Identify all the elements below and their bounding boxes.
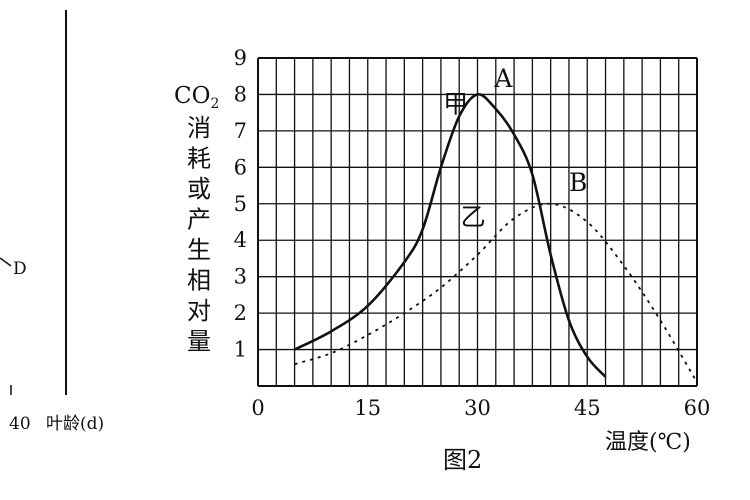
series	[294, 93, 698, 383]
y-tick-label: 4	[234, 228, 247, 252]
y-label-char: 相	[187, 267, 211, 295]
figure-label: 图2	[443, 446, 482, 474]
y-tick-label: 9	[234, 46, 247, 70]
grid	[257, 57, 698, 387]
y-label-char: 消	[187, 114, 211, 142]
series-label-2: 乙	[461, 203, 486, 232]
left-panel-axis-label: 叶龄(d)	[46, 414, 104, 434]
y-label-char: 产	[187, 206, 211, 234]
series-line-1	[294, 93, 607, 378]
y-tick-label: 5	[234, 192, 247, 216]
x-tick-label: 30	[464, 396, 491, 420]
annotations: AB	[493, 64, 587, 197]
series-line-2	[294, 202, 698, 383]
y-tick-label: 7	[234, 119, 247, 143]
left-panel-curve-end	[0, 257, 12, 267]
y-tick-label: 8	[234, 82, 247, 106]
x-tick-label: 60	[684, 396, 711, 420]
left-panel-label-d: D	[13, 259, 27, 279]
y-tick-label: 1	[234, 338, 247, 362]
y-axis-label: CO2 消耗或产生相对量	[174, 83, 219, 356]
y-label-char: 或	[187, 175, 211, 203]
y-tick-label: 2	[234, 301, 247, 325]
x-tick-label: 0	[251, 396, 264, 420]
left-panel: D 40 叶龄(d)	[0, 10, 104, 434]
y-label-co: CO2	[174, 83, 219, 112]
x-tick-label: 15	[354, 396, 381, 420]
y-label-char: 量	[187, 328, 211, 356]
y-label-char: 耗	[187, 145, 211, 173]
y-label-char: 生	[187, 236, 211, 264]
x-tick-label: 45	[574, 396, 601, 420]
y-label-vertical: 消耗或产生相对量	[187, 114, 211, 356]
y-tick-label: 3	[234, 265, 247, 289]
series-labels: 甲乙	[443, 90, 486, 232]
series-label-1: 甲	[443, 90, 468, 119]
point-label-a: A	[493, 64, 513, 93]
y-tick-label: 6	[234, 155, 247, 179]
y-label-char: 对	[187, 297, 211, 325]
x-axis-label: 温度(℃)	[605, 430, 691, 455]
left-panel-axis-tick: 40	[9, 414, 31, 434]
point-label-b: B	[569, 168, 587, 197]
y-label-subscript: 2	[210, 96, 219, 112]
